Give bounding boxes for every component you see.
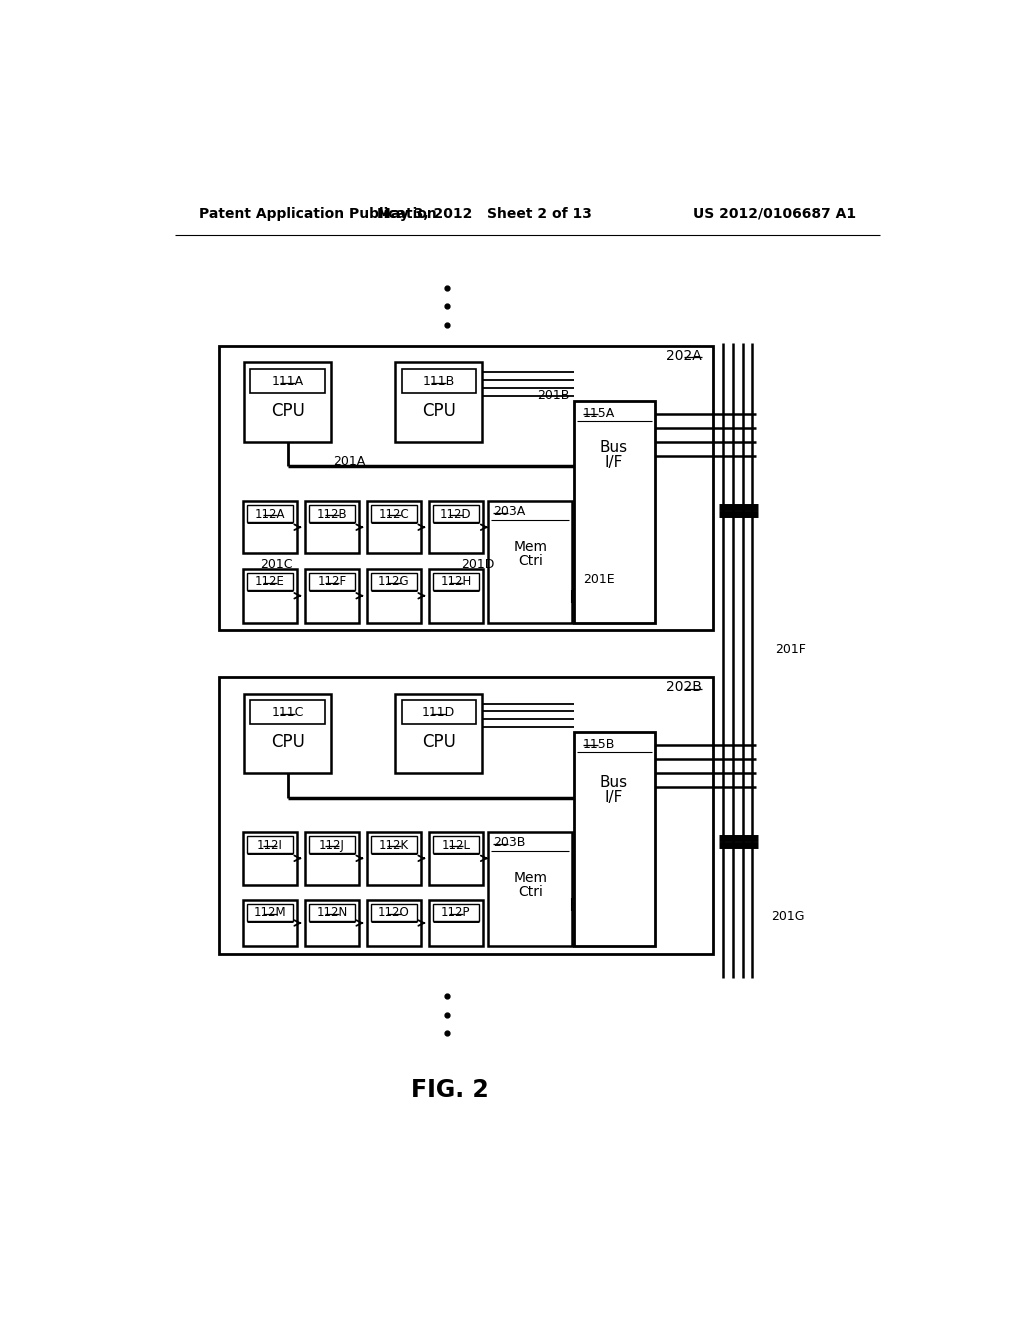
Bar <box>432 506 479 521</box>
Text: I/F: I/F <box>605 789 624 805</box>
Text: 112I: 112I <box>257 838 283 851</box>
Text: 201C: 201C <box>260 557 292 570</box>
Text: 112G: 112G <box>378 576 410 589</box>
Bar <box>367 900 421 946</box>
Bar <box>308 506 355 521</box>
Bar <box>305 832 359 884</box>
Bar <box>429 900 483 946</box>
Bar <box>429 569 483 623</box>
Bar <box>429 832 483 884</box>
Bar <box>247 904 293 921</box>
Bar <box>371 506 417 521</box>
Bar <box>251 368 325 393</box>
Bar <box>371 836 417 853</box>
Bar <box>245 693 331 774</box>
Bar <box>243 502 297 553</box>
Text: May 3, 2012   Sheet 2 of 13: May 3, 2012 Sheet 2 of 13 <box>377 207 592 220</box>
Text: 202A: 202A <box>666 350 701 363</box>
Text: 112A: 112A <box>255 508 285 520</box>
Bar <box>432 904 479 921</box>
Bar <box>308 573 355 590</box>
Bar <box>429 502 483 553</box>
Bar <box>395 693 482 774</box>
Text: 112B: 112B <box>316 508 347 520</box>
Text: Ctri: Ctri <box>518 886 543 899</box>
Bar <box>395 363 482 442</box>
Text: 112J: 112J <box>318 838 345 851</box>
Bar <box>305 900 359 946</box>
Text: Bus: Bus <box>600 775 628 789</box>
Bar <box>432 573 479 590</box>
Bar <box>367 832 421 884</box>
Bar <box>573 733 655 946</box>
Bar <box>308 836 355 853</box>
Text: 112L: 112L <box>441 838 470 851</box>
Text: 201B: 201B <box>538 389 569 403</box>
Bar <box>247 836 293 853</box>
Bar <box>219 346 713 631</box>
Text: 112C: 112C <box>379 508 410 520</box>
Text: 201A: 201A <box>333 454 365 467</box>
Bar <box>371 573 417 590</box>
Bar <box>247 573 293 590</box>
Text: CPU: CPU <box>270 733 304 751</box>
Bar <box>219 677 713 954</box>
Text: 111A: 111A <box>271 375 304 388</box>
Bar <box>308 904 355 921</box>
Text: 203A: 203A <box>493 506 525 519</box>
Text: 202B: 202B <box>666 680 701 694</box>
Text: 111C: 111C <box>271 706 304 719</box>
Text: 112N: 112N <box>316 907 347 920</box>
Text: 111D: 111D <box>422 706 456 719</box>
Text: 112E: 112E <box>255 576 285 589</box>
Text: I/F: I/F <box>605 455 624 470</box>
Text: CPU: CPU <box>422 403 456 420</box>
Text: 201E: 201E <box>583 573 614 586</box>
Text: Ctri: Ctri <box>518 554 543 568</box>
Text: Patent Application Publication: Patent Application Publication <box>200 207 437 220</box>
Text: 112D: 112D <box>440 508 472 520</box>
Bar <box>251 700 325 725</box>
Text: Mem: Mem <box>513 540 547 554</box>
Text: 112K: 112K <box>379 838 409 851</box>
Text: 115A: 115A <box>583 407 615 420</box>
Text: 201G: 201G <box>771 911 805 924</box>
Text: 201F: 201F <box>775 643 806 656</box>
Text: 203B: 203B <box>493 837 525 850</box>
Bar <box>243 832 297 884</box>
Text: CPU: CPU <box>270 403 304 420</box>
Text: Mem: Mem <box>513 871 547 886</box>
Bar <box>243 900 297 946</box>
Text: 112F: 112F <box>317 576 346 589</box>
Bar <box>573 401 655 623</box>
Text: FIG. 2: FIG. 2 <box>411 1078 488 1102</box>
Bar <box>488 502 572 623</box>
Text: 112H: 112H <box>440 576 471 589</box>
Bar <box>305 569 359 623</box>
Bar <box>401 700 476 725</box>
Text: 112O: 112O <box>378 907 410 920</box>
Bar <box>243 569 297 623</box>
Text: US 2012/0106687 A1: US 2012/0106687 A1 <box>693 207 856 220</box>
Bar <box>305 502 359 553</box>
Text: 111B: 111B <box>423 375 455 388</box>
Bar <box>367 569 421 623</box>
Bar <box>247 506 293 521</box>
Text: CPU: CPU <box>422 733 456 751</box>
Bar <box>401 368 476 393</box>
Text: 112M: 112M <box>254 907 286 920</box>
Text: Bus: Bus <box>600 440 628 454</box>
Bar <box>245 363 331 442</box>
Text: 201D: 201D <box>461 558 495 572</box>
Bar <box>432 836 479 853</box>
Bar <box>488 832 572 946</box>
Bar <box>371 904 417 921</box>
Bar <box>367 502 421 553</box>
Text: 115B: 115B <box>583 738 615 751</box>
Text: 112P: 112P <box>441 907 471 920</box>
